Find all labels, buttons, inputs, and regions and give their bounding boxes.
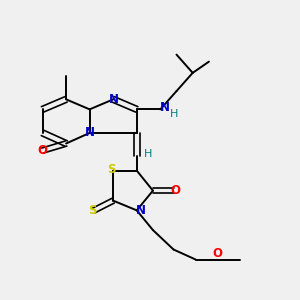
Text: H: H (170, 109, 178, 119)
Text: O: O (37, 144, 47, 157)
Text: O: O (213, 247, 223, 260)
Text: N: N (85, 126, 95, 140)
Text: O: O (170, 184, 180, 197)
Text: N: N (109, 93, 119, 106)
Text: S: S (107, 163, 116, 176)
Text: H: H (144, 148, 153, 158)
Text: N: N (159, 101, 170, 114)
Text: S: S (88, 204, 97, 217)
Text: N: N (136, 204, 146, 217)
